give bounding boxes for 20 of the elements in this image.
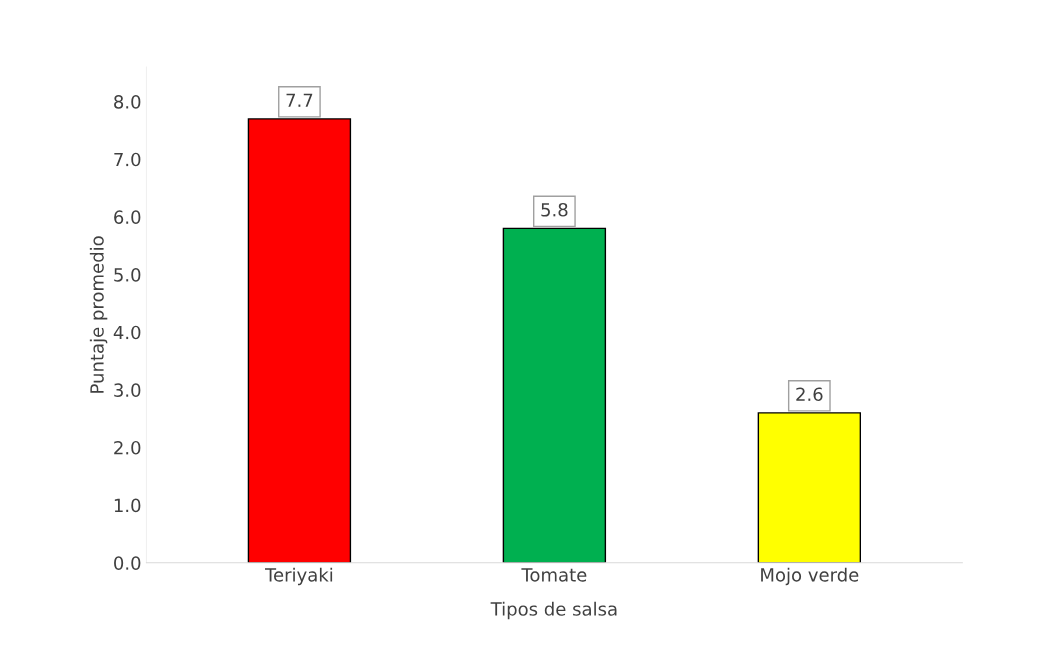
y-tick-label: 4.0 xyxy=(113,325,141,340)
bar xyxy=(757,412,862,563)
y-tick-label: 0.0 xyxy=(114,556,141,570)
y-tick-label: 3.0 xyxy=(114,383,141,397)
data-label: 5.8 xyxy=(541,202,568,217)
x-tick-label: Teriyaki xyxy=(265,567,333,586)
bar xyxy=(502,227,607,563)
y-axis-title: Puntaje promedio xyxy=(89,236,108,393)
y-tick-label: 2.0 xyxy=(114,440,141,455)
x-tick-label: Mojo verde xyxy=(761,567,859,586)
x-tick-label: Tomate xyxy=(521,568,587,582)
data-label: 7.7 xyxy=(286,93,313,107)
y-tick-label: 8.0 xyxy=(114,95,141,109)
y-tick-label: 7.0 xyxy=(114,152,141,167)
data-label: 2.6 xyxy=(796,387,823,402)
bar xyxy=(247,118,352,563)
y-tick-label: 5.0 xyxy=(114,268,141,282)
x-axis-title: Tipos de salsa xyxy=(490,601,617,620)
y-tick-label: 1.0 xyxy=(114,498,141,513)
y-tick-label: 6.0 xyxy=(114,210,141,225)
